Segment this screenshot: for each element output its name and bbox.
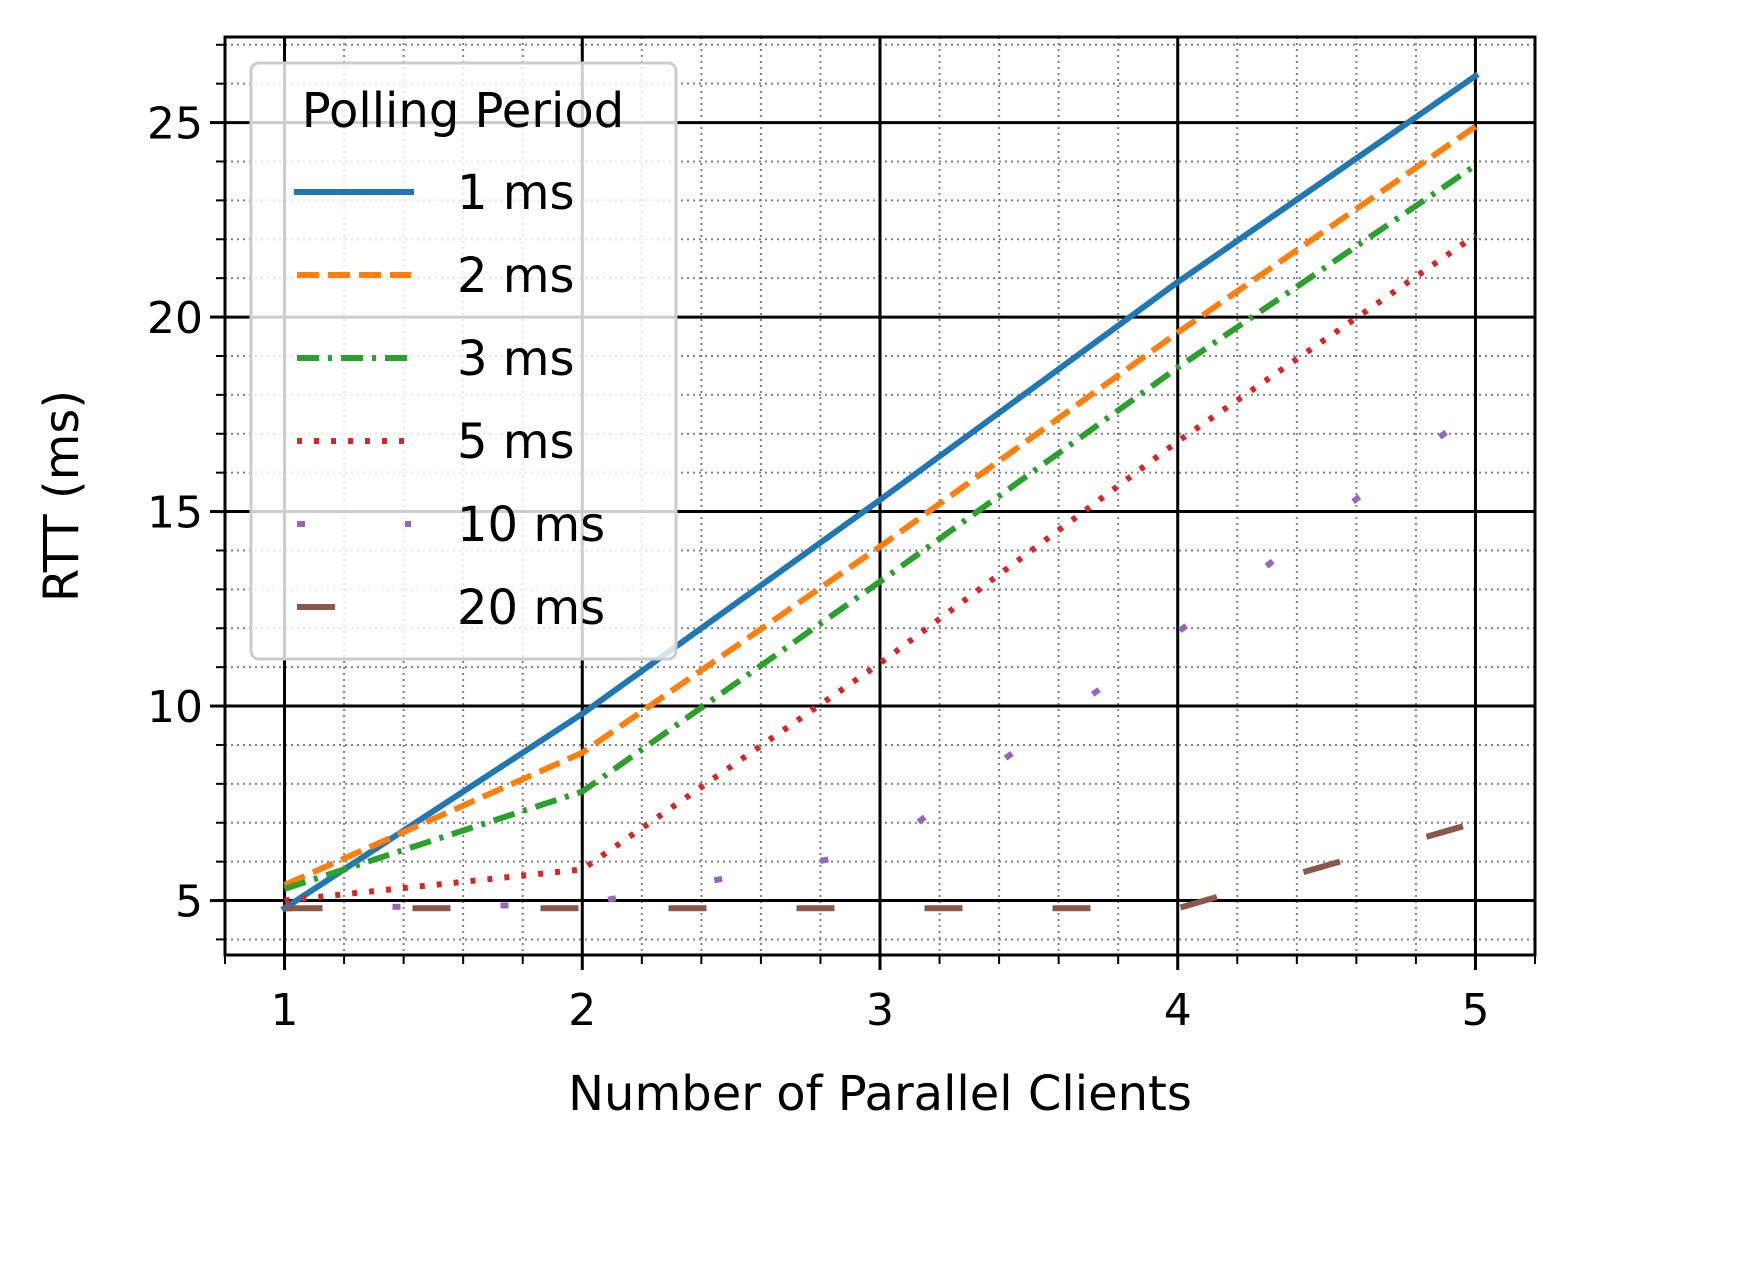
legend-label: 10 ms [457,497,605,553]
x-tick-label: 1 [271,985,299,1036]
y-tick-label: 5 [175,877,203,928]
legend-box [249,61,678,661]
y-axis-label: RTT (ms) [34,390,90,602]
legend-title: Polling Period [302,83,624,139]
legend-label: 3 ms [457,331,575,387]
legend: Polling Period 1 ms 2 ms 3 ms 5 ms 10 ms 20 m… [249,61,678,661]
legend-label: 20 ms [457,580,605,636]
x-tick-label: 2 [568,985,596,1036]
legend-label: 1 ms [457,165,575,221]
y-tick-label: 15 [147,488,203,539]
legend-label: 2 ms [457,248,575,304]
series-lines [280,71,1480,913]
plot-frame [223,35,1537,957]
y-tick-label: 10 [147,682,203,733]
x-tick-label: 3 [866,985,894,1036]
legend-items: 1 ms 2 ms 3 ms 5 ms 10 ms 20 ms [294,165,605,636]
legend-label: 5 ms [457,414,575,470]
series-line-3-ms [283,162,1478,892]
series-line-1-ms [280,71,1480,913]
x-tick-label: 5 [1461,985,1489,1036]
x-tick-label: 4 [1164,985,1192,1036]
x-axis-label: Number of Parallel Clients [568,1066,1192,1122]
series-line-2-ms [283,124,1478,888]
y-tick-label: 25 [147,99,203,150]
y-tick-label: 20 [147,293,203,344]
tick-labels: 1 2 3 4 5 5 10 15 20 25 [147,99,1489,1036]
